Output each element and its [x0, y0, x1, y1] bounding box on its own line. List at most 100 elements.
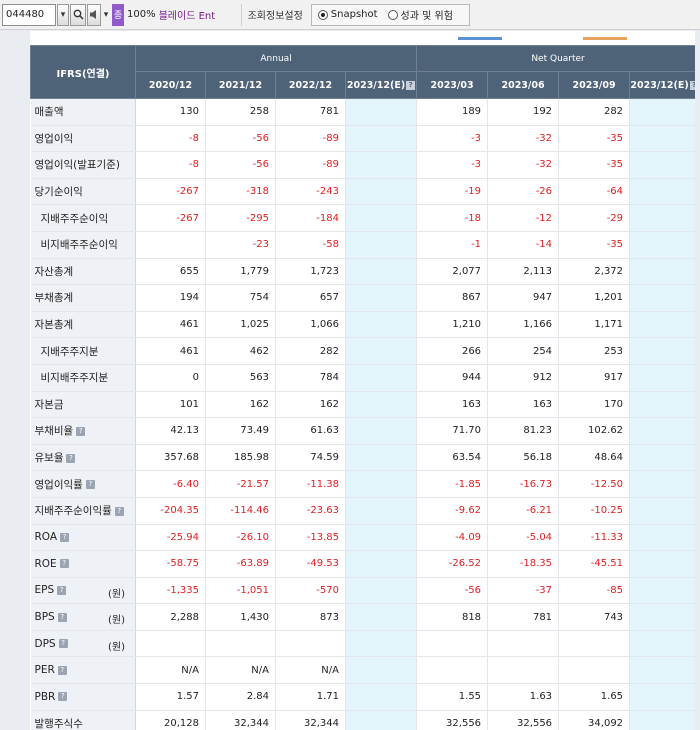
table-cell: 917 [558, 364, 631, 392]
toolbar-divider [240, 3, 242, 26]
row-label: DPS? (원) [30, 630, 136, 658]
table-cell [345, 524, 418, 552]
table-cell [345, 550, 418, 578]
table-cell: 1.63 [487, 683, 560, 711]
table-row: 지배주주순이익률? -204.35 -114.46 -23.63 -9.62 -6.21-… [30, 497, 695, 525]
table-cell: 754 [205, 284, 276, 312]
tab-indicator-orange[interactable] [583, 37, 627, 40]
table-cell: -6.21 [487, 497, 560, 525]
table-cell: -4.09 [416, 524, 489, 552]
jong-badge[interactable]: 종 [112, 3, 124, 26]
table-cell: 873 [275, 603, 346, 631]
table-cell: -204.35 [135, 497, 206, 525]
table-cell: -6.40 [135, 470, 206, 498]
row-label: 영업이익 [30, 125, 136, 153]
table-cell: 563 [205, 364, 276, 392]
table-cell [629, 178, 695, 206]
info-icon[interactable]: ? [58, 639, 68, 649]
radio-snapshot[interactable]: Snapshot [317, 9, 378, 20]
table-row: 지배주주순이익 -267 -295 -184 -18 -12 -29 [30, 204, 695, 232]
radio-selected-icon [317, 9, 328, 20]
search-button[interactable] [70, 3, 86, 26]
info-icon[interactable]: ? [66, 453, 76, 463]
table-cell: 1,210 [416, 311, 489, 339]
speaker-icon [90, 10, 96, 19]
table-cell: -35 [558, 151, 631, 179]
info-icon[interactable]: ? [59, 559, 69, 569]
stock-code-input[interactable]: 044480 [2, 3, 56, 26]
info-icon[interactable]: ? [76, 426, 86, 436]
table-cell: -29 [558, 204, 631, 232]
table-row: 비지배주주지분 0 563 784 944 912 917 [30, 364, 695, 392]
table-cell: -63.89 [205, 550, 276, 578]
table-cell: -9.62 [416, 497, 489, 525]
table-cell: -58 [275, 231, 346, 259]
row-label: PBR? [30, 683, 136, 711]
table-cell [629, 417, 695, 445]
table-cell: 282 [558, 98, 631, 126]
view-mode-radio-group: Snapshot 성과 및 위험 [310, 3, 470, 26]
table-cell: 1.55 [416, 683, 489, 711]
table-cell [345, 98, 418, 126]
table-cell: -318 [205, 178, 276, 206]
table-cell: 71.70 [416, 417, 489, 445]
table-cell: -570 [275, 577, 346, 605]
table-cell [629, 577, 695, 605]
search-icon [73, 9, 84, 20]
table-cell [629, 630, 695, 658]
table-cell: 1.65 [558, 683, 631, 711]
column-header-period: 2021/12 [205, 71, 276, 99]
info-icon[interactable]: ? [60, 532, 70, 542]
table-cell: 32,556 [487, 710, 560, 730]
table-row: EPS? (원) -1,335 -1,051 -570 -56 -37 -85 [30, 577, 695, 605]
table-cell: 185.98 [205, 444, 276, 472]
speaker-button[interactable] [87, 3, 101, 26]
column-header-period: 2020/12 [135, 71, 206, 99]
table-cell: -25.94 [135, 524, 206, 552]
table-cell: 130 [135, 98, 206, 126]
table-cell: 2,372 [558, 258, 631, 286]
table-cell: 170 [558, 391, 631, 419]
table-cell: 254 [487, 337, 560, 365]
column-header-period: 2022/12 [275, 71, 346, 99]
tab-indicator-blue[interactable] [458, 37, 502, 40]
info-icon[interactable]: ? [57, 665, 67, 675]
info-icon[interactable]: ? [58, 692, 68, 702]
table-cell [629, 364, 695, 392]
info-icon[interactable]: ? [85, 480, 95, 490]
code-dropdown-button[interactable]: ▾ [57, 3, 69, 26]
unit-label: (원) [107, 588, 125, 600]
info-icon[interactable]: ? [114, 506, 124, 516]
table-cell [629, 524, 695, 552]
table-cell: 56.18 [487, 444, 560, 472]
table-cell: -295 [205, 204, 276, 232]
info-icon[interactable]: ? [689, 80, 695, 90]
table-cell: 743 [558, 603, 631, 631]
info-icon[interactable]: ? [406, 80, 416, 90]
row-label: 비지배주주지분 [30, 364, 136, 392]
table-cell: 266 [416, 337, 489, 365]
table-cell: 81.23 [487, 417, 560, 445]
table-cell: -85 [558, 577, 631, 605]
settings-label[interactable]: 조회정보설정 [247, 11, 303, 22]
table-cell [629, 311, 695, 339]
table-cell: -12 [487, 204, 560, 232]
row-label: BPS? (원) [30, 603, 136, 631]
unit-label: (원) [107, 615, 125, 627]
speaker-dropdown-button[interactable]: ▾ [102, 4, 110, 26]
table-cell: -11.38 [275, 470, 346, 498]
table-cell [629, 683, 695, 711]
row-label: ROE? [30, 550, 136, 578]
info-icon[interactable]: ? [57, 612, 67, 622]
info-icon[interactable]: ? [57, 585, 67, 595]
row-label: 지배주주순이익률? [30, 497, 136, 525]
radio-performance-risk[interactable]: 성과 및 위험 [387, 7, 453, 22]
table-cell: 63.54 [416, 444, 489, 472]
table-cell [345, 656, 418, 685]
table-cell [345, 178, 418, 206]
table-cell: 74.59 [275, 444, 346, 472]
table-cell: N/A [275, 656, 346, 685]
table-cell [345, 603, 418, 631]
table-cell: 163 [487, 391, 560, 419]
table-cell: 32,344 [275, 710, 346, 730]
